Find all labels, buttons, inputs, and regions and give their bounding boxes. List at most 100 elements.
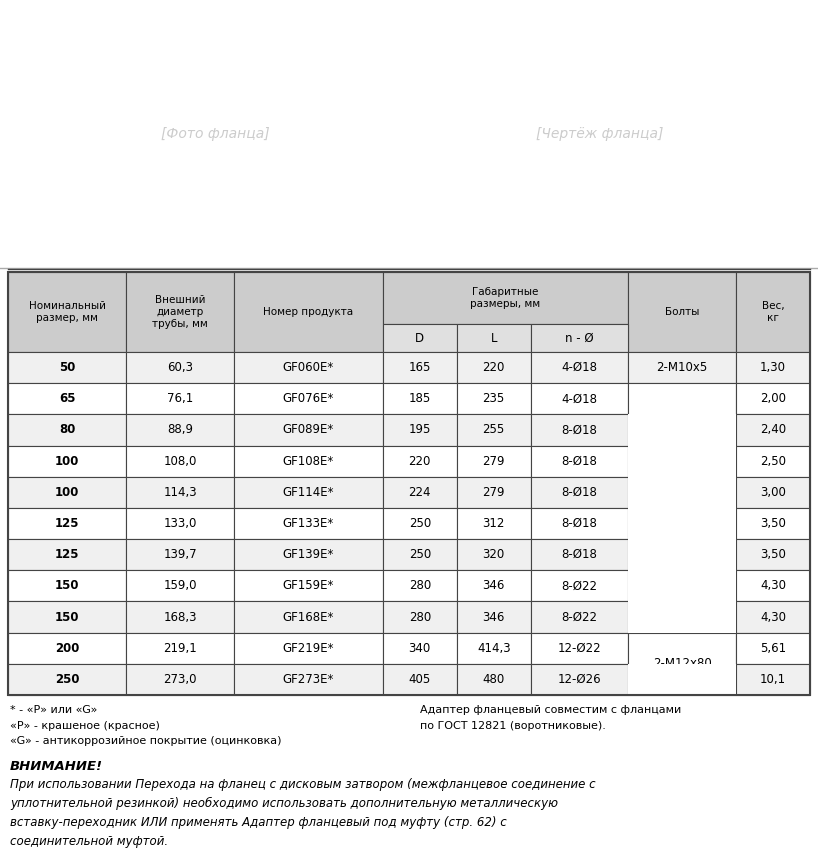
Bar [628, 272, 736, 352]
Bar [126, 632, 234, 663]
Bar [456, 632, 531, 663]
Text: 320: 320 [483, 548, 505, 561]
Bar [8, 272, 810, 695]
Bar [628, 663, 736, 695]
Bar [628, 570, 736, 601]
Text: 346: 346 [483, 580, 505, 593]
Bar [0, 0, 818, 268]
Bar [383, 539, 456, 570]
Text: GF139E*: GF139E* [283, 548, 334, 561]
Bar [531, 601, 628, 632]
Bar [383, 352, 456, 383]
Bar [126, 663, 234, 695]
Text: 414,3: 414,3 [477, 642, 510, 655]
Bar [456, 352, 531, 383]
Text: 80: 80 [59, 424, 75, 437]
Bar [456, 508, 531, 539]
Text: 125: 125 [55, 517, 79, 530]
Bar [531, 383, 628, 414]
Bar [628, 383, 736, 632]
Text: 3,00: 3,00 [760, 486, 786, 499]
Text: 219,1: 219,1 [163, 642, 197, 655]
Bar [383, 508, 456, 539]
Text: 8-Ø18: 8-Ø18 [561, 517, 597, 530]
Text: 2-М12х80: 2-М12х80 [653, 657, 712, 670]
Bar [456, 570, 531, 601]
Bar [736, 539, 810, 570]
Text: 2-М10х5: 2-М10х5 [657, 361, 708, 374]
Text: GF114E*: GF114E* [282, 486, 334, 499]
Text: 108,0: 108,0 [164, 455, 196, 468]
Text: 8-Ø18: 8-Ø18 [561, 455, 597, 468]
Text: 185: 185 [409, 392, 431, 406]
Bar [234, 539, 383, 570]
Bar [628, 539, 736, 570]
Bar [531, 570, 628, 601]
Bar [8, 601, 126, 632]
Text: 8-Ø18: 8-Ø18 [561, 548, 597, 561]
Text: 2,50: 2,50 [760, 455, 786, 468]
Bar [531, 324, 628, 352]
Bar [531, 477, 628, 508]
Bar [736, 414, 810, 445]
Bar [234, 508, 383, 539]
Text: 10,1: 10,1 [760, 673, 786, 686]
Bar [456, 477, 531, 508]
Text: Болты: Болты [665, 307, 699, 317]
Text: 405: 405 [409, 673, 431, 686]
Bar [456, 383, 531, 414]
Text: 65: 65 [59, 392, 75, 406]
Text: L: L [491, 331, 497, 344]
Bar [8, 477, 126, 508]
Text: 12-Ø22: 12-Ø22 [558, 642, 601, 655]
Bar [531, 632, 628, 663]
Text: 8-Ø18: 8-Ø18 [561, 486, 597, 499]
Bar [8, 539, 126, 570]
Bar [8, 445, 126, 477]
Text: 150: 150 [55, 580, 79, 593]
Text: [Фото фланца]: [Фото фланца] [160, 127, 269, 141]
Bar [736, 445, 810, 477]
Bar [234, 632, 383, 663]
Bar [456, 324, 531, 352]
Text: 12-Ø26: 12-Ø26 [558, 673, 601, 686]
Text: 200: 200 [55, 642, 79, 655]
Bar [234, 414, 383, 445]
Bar [126, 601, 234, 632]
Bar [531, 539, 628, 570]
Bar [8, 352, 126, 383]
Text: 168,3: 168,3 [164, 611, 197, 624]
Bar [736, 663, 810, 695]
Text: 250: 250 [409, 517, 431, 530]
Bar [531, 508, 628, 539]
Text: 139,7: 139,7 [164, 548, 197, 561]
Text: 50: 50 [59, 361, 75, 374]
Text: 195: 195 [409, 424, 431, 437]
Text: D: D [416, 331, 425, 344]
Text: 255: 255 [483, 424, 505, 437]
Bar [234, 663, 383, 695]
Bar [8, 508, 126, 539]
Text: Номер продукта: Номер продукта [263, 307, 353, 317]
Text: соединительной муфтой.: соединительной муфтой. [10, 835, 169, 848]
Text: 273,0: 273,0 [164, 673, 197, 686]
Bar [456, 601, 531, 632]
Bar [736, 632, 810, 663]
Text: уплотнительной резинкой) необходимо использовать дополнительную металлическую: уплотнительной резинкой) необходимо испо… [10, 797, 558, 811]
Text: Номинальный
размер, мм: Номинальный размер, мм [29, 301, 106, 324]
Text: GF089E*: GF089E* [283, 424, 334, 437]
Bar [234, 352, 383, 383]
Text: 150: 150 [55, 611, 79, 624]
Text: 3,50: 3,50 [760, 548, 786, 561]
Bar [126, 272, 234, 352]
Bar [383, 632, 456, 663]
Text: 3,50: 3,50 [760, 517, 786, 530]
Text: Габаритные
размеры, мм: Габаритные размеры, мм [470, 287, 541, 309]
Bar [456, 414, 531, 445]
Bar [383, 445, 456, 477]
Bar [234, 570, 383, 601]
Bar [628, 445, 736, 477]
Bar [531, 445, 628, 477]
Text: GF060E*: GF060E* [283, 361, 334, 374]
Bar [736, 570, 810, 601]
